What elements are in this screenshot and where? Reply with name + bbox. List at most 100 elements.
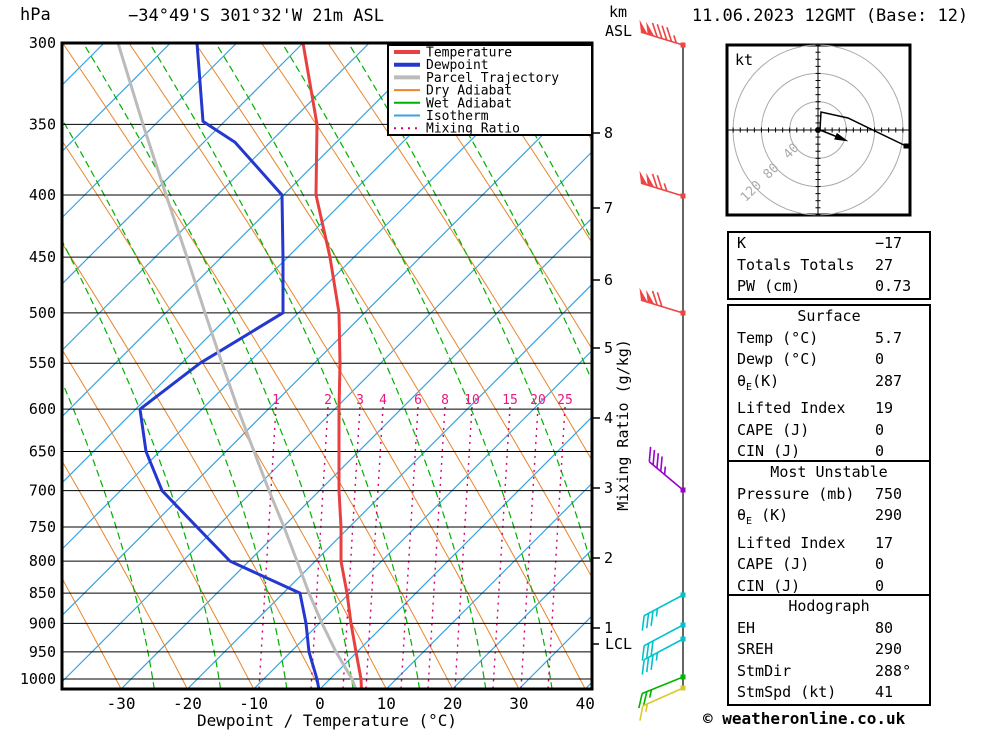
pressure-tick-label: 900 xyxy=(29,614,56,632)
mixing-ratio-axis-label: Mixing Ratio (g/kg) xyxy=(614,339,632,511)
pressure-tick-label: 750 xyxy=(29,518,56,536)
mixing-ratio-value-label: 2 xyxy=(324,393,332,408)
wind-barb xyxy=(639,287,686,316)
stats-label: Temp (°C) xyxy=(737,328,819,347)
stats-row: Temp (°C) 5.7 xyxy=(729,328,929,350)
axis-labels: 3003504004505005506006507007508008509009… xyxy=(20,34,632,713)
stats-label: Lifted Index xyxy=(737,533,846,552)
stats-row: Lifted Index 19 xyxy=(729,398,929,420)
stats-panel: Surface Temp (°C) 5.7 Dewp (°C) 0 θE(K) 287 Lif… xyxy=(727,304,931,465)
dewpoint-trace xyxy=(138,43,321,689)
pressure-tick-label: 800 xyxy=(29,552,56,570)
pressure-tick-label: 950 xyxy=(29,643,56,661)
km-axis-label: km xyxy=(609,3,628,21)
stats-label: SREH xyxy=(737,640,774,658)
mixing-ratio-value-label: 8 xyxy=(441,393,449,408)
temp-tick-label: -20 xyxy=(173,694,202,713)
stats-value: 0.73 xyxy=(875,277,912,295)
parcel_trajectory-trace xyxy=(116,43,358,689)
mixing-ratio-value-label: 1 xyxy=(272,393,280,408)
legend-item-label: Dry Adiabat xyxy=(426,84,512,99)
legend-item-label: Parcel Trajectory xyxy=(426,71,559,86)
stats-value: 19 xyxy=(875,399,894,417)
stats-value: 287 xyxy=(875,371,903,390)
temp-tick-label: -10 xyxy=(239,694,268,713)
temperature-trace xyxy=(301,43,363,689)
pressure-tick-label: 1000 xyxy=(20,670,56,688)
stats-panel: Hodograph EH 80 SREH 290 StmDir 288° StmSpd (kt… xyxy=(727,594,931,706)
stats-label: CIN (J) xyxy=(737,442,801,460)
stats-panel-title: Most Unstable xyxy=(770,463,888,481)
stats-label: Pressure (mb) xyxy=(737,484,855,503)
datetime-title: 11.06.2023 12GMT (Base: 12) xyxy=(691,6,969,26)
pressure-tick-label: 550 xyxy=(29,354,56,372)
stats-row: StmDir 288° xyxy=(729,661,929,683)
stats-label: CAPE (J) xyxy=(737,555,810,573)
temp-tick-label: 30 xyxy=(509,694,528,713)
pressure-unit-label: hPa xyxy=(20,5,51,25)
mixing-ratio-value-label: 15 xyxy=(502,393,518,408)
stats-value: 27 xyxy=(875,255,894,274)
stats-label: StmDir xyxy=(737,661,792,680)
wind-barb xyxy=(641,592,686,631)
legend-item-label: Temperature xyxy=(426,46,512,61)
pressure-tick-label: 600 xyxy=(29,400,56,418)
stats-row: CAPE (J) 0 xyxy=(729,420,929,442)
stats-row: PW (cm) 0.73 xyxy=(729,276,929,298)
stats-value: 0 xyxy=(875,576,885,595)
asl-axis-label: ASL xyxy=(605,22,633,40)
wind-barb xyxy=(638,674,686,709)
pressure-tick-label: 400 xyxy=(29,186,56,204)
legend-item-label: Mixing Ratio xyxy=(426,122,520,137)
stats-row: StmSpd (kt) 41 xyxy=(729,682,929,704)
mixing-ratio-value-label: 25 xyxy=(557,393,573,408)
wind-barb xyxy=(639,170,686,199)
km-tick-label: 5 xyxy=(604,339,613,357)
temp-tick-label: 40 xyxy=(576,694,595,713)
pressure-tick-label: 450 xyxy=(29,248,56,266)
stats-value: 0 xyxy=(875,442,885,460)
stats-value: 41 xyxy=(875,683,894,701)
pressure-tick-label: 700 xyxy=(29,482,56,500)
stats-label: K xyxy=(737,234,747,252)
km-tick-label: 2 xyxy=(604,549,613,567)
km-tick-label: 3 xyxy=(604,479,613,497)
stats-label: θE(K) xyxy=(737,371,780,393)
stats-label: CIN (J) xyxy=(737,576,801,595)
stats-panel: K −17 Totals Totals 27 PW (cm) 0.73 xyxy=(727,231,931,300)
stats-label: CAPE (J) xyxy=(737,420,810,439)
mixing-ratio-value-label: 6 xyxy=(414,393,422,408)
wind-barb xyxy=(641,622,686,661)
km-tick-label: 7 xyxy=(604,199,613,217)
stats-panel: Most Unstable Pressure (mb) 750 θE (K) 290 Li… xyxy=(727,460,931,599)
wind-barb xyxy=(648,446,686,493)
stats-row: CAPE (J) 0 xyxy=(729,554,929,576)
temp-tick-label: 20 xyxy=(443,694,462,713)
stats-value: 0 xyxy=(875,555,885,573)
stats-value: 288° xyxy=(875,661,912,680)
stats-panel-title: Surface xyxy=(797,307,861,325)
stats-label: EH xyxy=(737,618,756,637)
temp-tick-label: -30 xyxy=(107,694,136,713)
mixing-ratio-value-label: 4 xyxy=(379,393,387,408)
legend-item-label: Dewpoint xyxy=(426,58,489,73)
stats-row: Totals Totals 27 xyxy=(729,255,929,277)
wind-barb xyxy=(641,636,686,675)
km-tick-label: 1 xyxy=(604,619,613,637)
pressure-tick-label: 350 xyxy=(29,115,56,133)
stats-row: Lifted Index 17 xyxy=(729,533,929,555)
mixing-ratio-value-label: 10 xyxy=(464,393,480,408)
km-tick-label: 8 xyxy=(604,124,613,142)
legend-item-label: Wet Adiabat xyxy=(426,96,512,111)
stats-value: 80 xyxy=(875,618,894,637)
stats-row: Pressure (mb) 750 xyxy=(729,484,929,506)
stats-value: 0 xyxy=(875,350,885,368)
background-lines xyxy=(62,43,592,689)
sounding-traces xyxy=(116,43,363,689)
stats-label: Dewp (°C) xyxy=(737,350,819,368)
temp-tick-label: 0 xyxy=(315,694,325,713)
stats-value: 290 xyxy=(875,640,903,658)
stats-panel-title: Hodograph xyxy=(788,597,870,615)
